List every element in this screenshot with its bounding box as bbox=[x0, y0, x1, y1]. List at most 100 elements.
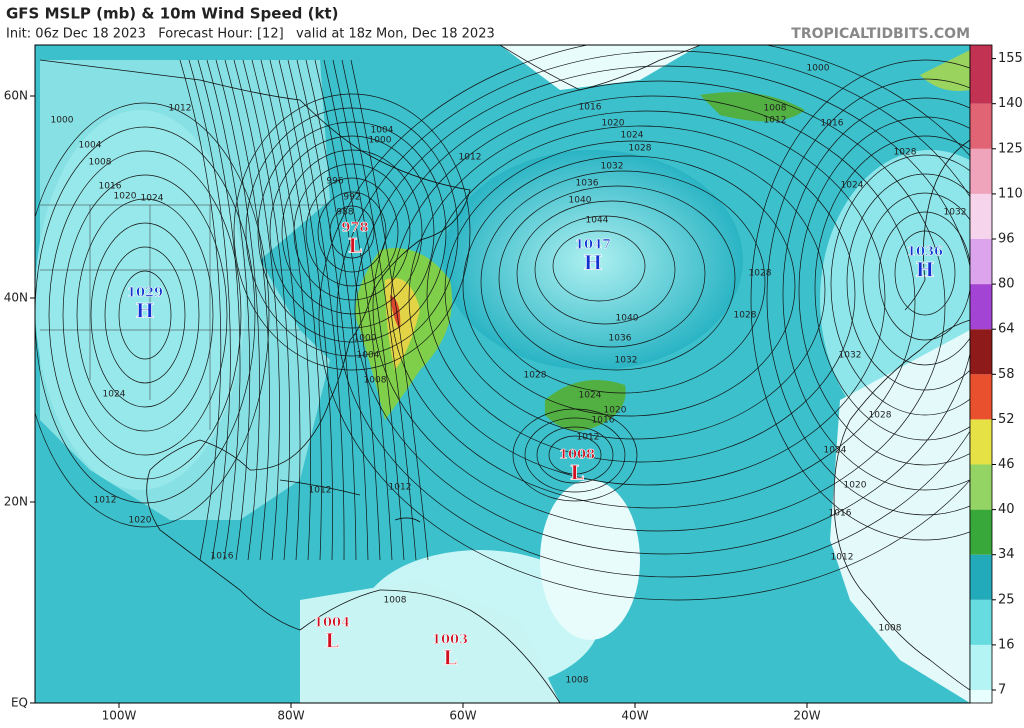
isobar-label: 1008 bbox=[764, 104, 787, 114]
colorbar-label: 16 bbox=[998, 637, 1015, 652]
isobar bbox=[782, 97, 970, 491]
colorbar-segment bbox=[970, 329, 992, 375]
isobar bbox=[426, 125, 856, 463]
coastline bbox=[499, 45, 701, 91]
colorbar-segment bbox=[970, 374, 992, 420]
lat-label: 60N bbox=[4, 89, 28, 103]
isobar-label: 1020 bbox=[844, 481, 867, 491]
land-south-america bbox=[300, 580, 560, 703]
center-pressure: 1029 bbox=[127, 286, 163, 301]
center-symbol: H bbox=[584, 251, 603, 275]
calm-area bbox=[540, 480, 640, 640]
isobar bbox=[534, 215, 676, 325]
isobar-label: 1008 bbox=[879, 624, 902, 634]
isobar bbox=[233, 93, 471, 371]
colorbar-segment bbox=[970, 690, 992, 703]
isobar bbox=[35, 102, 270, 528]
center-symbol: L bbox=[443, 646, 457, 670]
colorbar-segment bbox=[970, 45, 992, 104]
isobar-label: 1004 bbox=[357, 351, 380, 361]
colorbar-label: 125 bbox=[998, 141, 1023, 156]
isobar-label: 1028 bbox=[524, 371, 547, 381]
isobar bbox=[536, 426, 614, 484]
isobar-label: 1012 bbox=[459, 153, 482, 163]
colorbar-label: 96 bbox=[998, 232, 1015, 247]
isobar bbox=[179, 59, 222, 561]
colorbar-segment bbox=[970, 103, 992, 149]
colorbar-label: 64 bbox=[998, 322, 1015, 337]
lat-label: EQ bbox=[11, 696, 28, 710]
isobar-label: 1040 bbox=[616, 314, 639, 324]
isobar-label: 1024 bbox=[841, 181, 864, 191]
isobar-label: 1008 bbox=[384, 596, 407, 606]
isobar-label: 1040 bbox=[569, 196, 592, 206]
isobar bbox=[548, 435, 602, 475]
isobar-label: 1036 bbox=[576, 179, 599, 189]
isobar bbox=[336, 50, 970, 578]
isobar-label: 1032 bbox=[944, 208, 967, 218]
isobar bbox=[830, 154, 970, 416]
isobar-label: 1000 bbox=[369, 136, 392, 146]
center-symbol: L bbox=[325, 629, 339, 653]
colorbar-label: 140 bbox=[998, 96, 1023, 111]
isobar-label: 1012 bbox=[309, 486, 332, 496]
lon-label: 80W bbox=[277, 709, 304, 723]
isobar-label: 1028 bbox=[869, 411, 892, 421]
colorbar-segment bbox=[970, 464, 992, 510]
isobar bbox=[305, 177, 399, 287]
isobar bbox=[287, 59, 345, 561]
isobar-label: 1016 bbox=[211, 552, 234, 562]
isobar-label: 1012 bbox=[94, 496, 117, 506]
isobar bbox=[444, 140, 826, 440]
center-pressure: 1004 bbox=[314, 616, 350, 631]
colorbar-label: 58 bbox=[998, 367, 1015, 382]
isobar bbox=[814, 135, 970, 441]
colorbar-segment bbox=[970, 148, 992, 194]
isobar bbox=[878, 211, 970, 341]
isobar-label: 1012 bbox=[577, 433, 600, 443]
isobar-label: 1044 bbox=[586, 216, 609, 226]
isobar bbox=[281, 149, 423, 315]
isobars bbox=[35, 45, 970, 601]
coastline bbox=[833, 319, 970, 691]
coastline bbox=[904, 139, 970, 311]
isobar bbox=[862, 192, 970, 366]
isobar bbox=[390, 95, 916, 509]
isobar-label: 1028 bbox=[629, 144, 652, 154]
colorbar-segment bbox=[970, 284, 992, 330]
isobar bbox=[62, 174, 228, 456]
isobar bbox=[118, 270, 172, 360]
isobar-label: 1016 bbox=[99, 182, 122, 192]
isobar-label: 996 bbox=[326, 177, 343, 187]
isobar-label: 1028 bbox=[894, 148, 917, 158]
coastline bbox=[299, 589, 561, 703]
title: GFS MSLP (mb) & 10m Wind Speed (kt) bbox=[6, 5, 338, 23]
colorbar: 7 16 25 34 40 46 52 58 64 80 96 110 125 140 155 bbox=[969, 44, 1023, 704]
high-calm-area bbox=[443, 150, 743, 370]
colorbar-segment bbox=[970, 644, 992, 690]
isobar bbox=[498, 185, 736, 371]
isobar bbox=[408, 110, 886, 486]
center-symbol: L bbox=[570, 461, 584, 485]
isobar bbox=[750, 59, 970, 541]
isobar-label: 1028 bbox=[734, 311, 757, 321]
isobar bbox=[251, 59, 301, 561]
isobar bbox=[332, 59, 405, 561]
isobar-label: 1008 bbox=[364, 376, 387, 386]
center-pressure: 1047 bbox=[575, 238, 611, 253]
colorbar-label: 46 bbox=[998, 457, 1015, 472]
colorbar-frame bbox=[969, 44, 993, 704]
colorbar-label: 110 bbox=[998, 186, 1023, 201]
isobar-label: 1032 bbox=[839, 351, 862, 361]
isobar-label: 1008 bbox=[566, 676, 589, 686]
colorbar-label: 52 bbox=[998, 412, 1015, 427]
subtitle: Init: 06z Dec 18 2023 Forecast Hour: [12… bbox=[6, 27, 495, 42]
colorbar-segment bbox=[970, 554, 992, 600]
isobar bbox=[206, 59, 251, 561]
isobar bbox=[462, 155, 796, 417]
isobar-label: 1020 bbox=[602, 119, 625, 129]
isobar-label: 1016 bbox=[579, 103, 602, 113]
